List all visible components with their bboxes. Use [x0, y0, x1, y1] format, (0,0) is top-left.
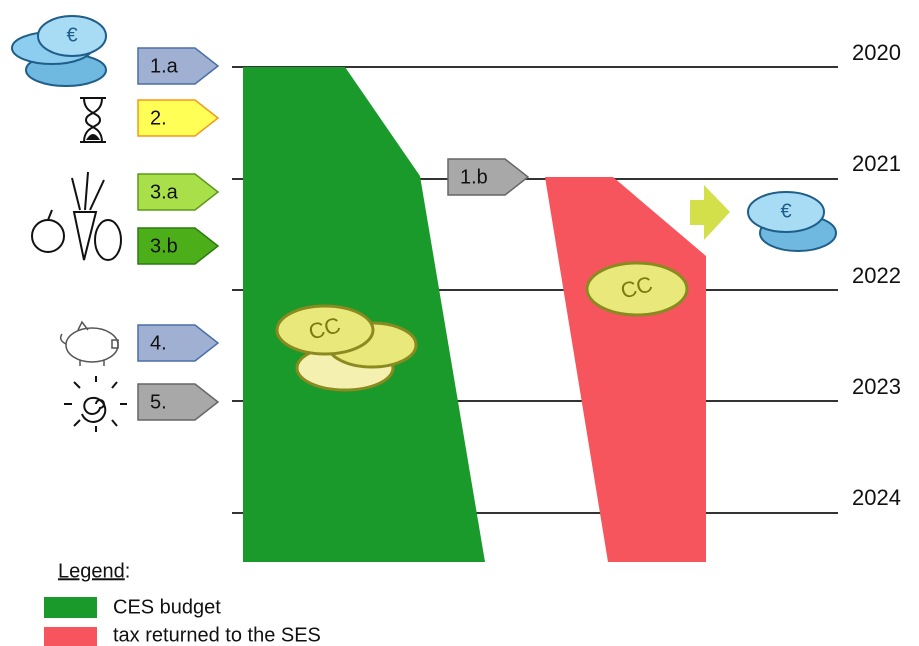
legend-title-suffix: :	[125, 560, 131, 582]
year-label: 2024	[852, 485, 901, 510]
legend-title: Legend	[58, 560, 125, 582]
tag-label: 3.a	[150, 181, 179, 203]
year-label: 2022	[852, 263, 901, 288]
tag-label: 1.b	[460, 166, 488, 188]
piggy-bank-icon	[61, 322, 118, 366]
euro-symbol: €	[66, 24, 77, 46]
euro-symbol: €	[780, 200, 791, 222]
diagram: 2020 2021 2022 2023 2024 1.a 2. 3.a 3.b …	[0, 0, 919, 646]
tag-label: 2.	[150, 107, 167, 129]
hourglass-sand	[86, 134, 100, 140]
vegetables-icon	[32, 172, 121, 260]
page: 2020 2021 2022 2023 2024 1.a 2. 3.a 3.b …	[0, 0, 919, 646]
year-label: 2023	[852, 374, 901, 399]
tag-label: 4.	[150, 332, 167, 354]
tag-label: 3.b	[150, 235, 178, 257]
year-label: 2020	[852, 40, 901, 65]
tag-label: 1.a	[150, 55, 179, 77]
arrow	[690, 185, 730, 240]
sun-icon	[64, 376, 127, 432]
euro-coins-icon	[748, 192, 836, 251]
legend-swatch	[44, 597, 97, 618]
legend-swatch	[44, 627, 97, 646]
tag-label: 5.	[150, 391, 167, 413]
tax-shape	[545, 177, 706, 562]
year-label: 2021	[852, 151, 901, 176]
legend-item: tax returned to the SES	[113, 624, 321, 646]
legend-item: CES budget	[113, 596, 221, 618]
euro-coins-icon	[12, 16, 106, 86]
